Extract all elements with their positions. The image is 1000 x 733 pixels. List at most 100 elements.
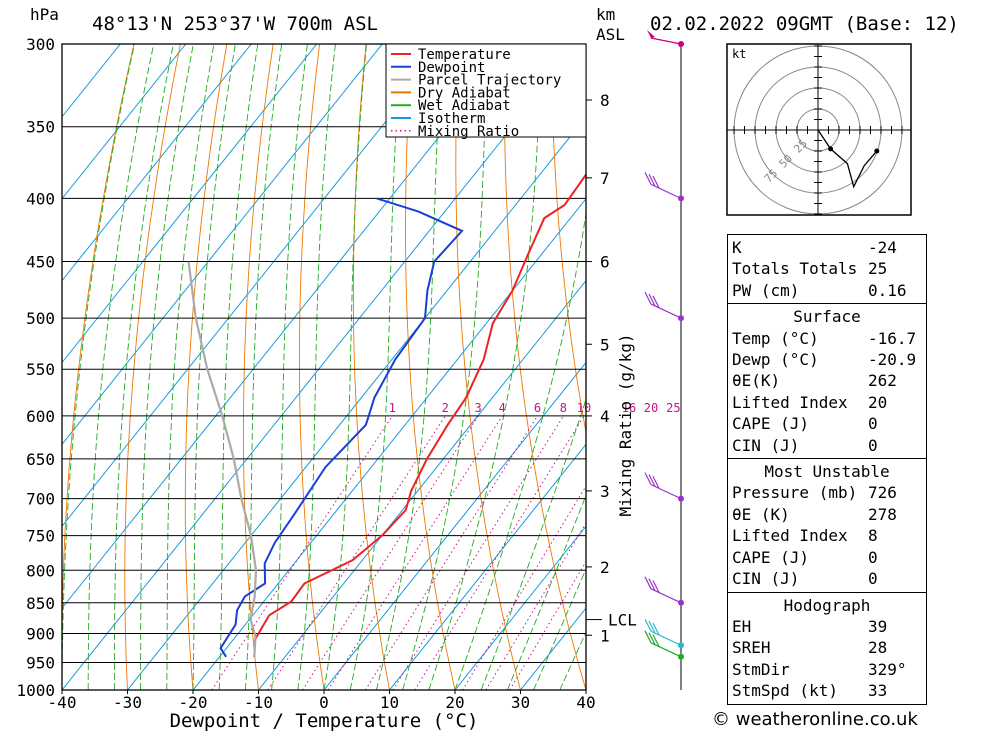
x-tick-label: -20 bbox=[179, 693, 208, 712]
index-value: -16.7 bbox=[868, 328, 917, 348]
legend-label: Wet Adiabat bbox=[418, 98, 511, 114]
mixing-ratio-tick-label: 16 bbox=[622, 401, 636, 415]
index-value: 0 bbox=[868, 547, 878, 567]
index-row: PW (cm) 0.16 bbox=[732, 280, 922, 301]
most-unstable-title: Most Unstable bbox=[764, 462, 890, 482]
legend-label: Dry Adiabat bbox=[418, 85, 511, 101]
pressure-tick-label: 900 bbox=[26, 624, 55, 643]
pressure-tick-label: 850 bbox=[26, 594, 55, 613]
index-value: 0 bbox=[868, 435, 878, 455]
wind-barb-feather bbox=[644, 172, 652, 185]
x-tick-label: -10 bbox=[244, 693, 273, 712]
legend-label: Parcel Trajectory bbox=[418, 73, 561, 89]
pressure-unit-label: hPa bbox=[30, 5, 59, 24]
index-row: Lifted Index 20 bbox=[732, 392, 922, 413]
index-label: CIN (J) bbox=[732, 435, 800, 455]
temperature-line bbox=[253, 172, 586, 657]
index-label: PW (cm) bbox=[732, 280, 800, 300]
location-title: 48°13'N 253°37'W 700m ASL bbox=[92, 13, 378, 35]
wind-barb-feather bbox=[648, 474, 656, 487]
index-label: K bbox=[732, 238, 742, 257]
index-value: 8 bbox=[868, 526, 878, 546]
hodograph-title: Hodograph bbox=[783, 595, 871, 615]
dry-adiabat-line bbox=[405, 44, 456, 690]
index-label: SREH bbox=[732, 638, 771, 658]
wind-barb-feather bbox=[652, 580, 660, 593]
dry-adiabat-line bbox=[970, 44, 1000, 690]
wet-adiabat-line bbox=[87, 44, 155, 690]
wind-barb bbox=[644, 630, 684, 660]
legend-label: Dewpoint bbox=[418, 60, 485, 76]
wind-barb-feather bbox=[652, 622, 660, 636]
wet-adiabat-line bbox=[271, 44, 308, 690]
most-unstable-box: Most Unstable Pressure (mb) 726 θE (K) 278 L… bbox=[727, 459, 927, 593]
index-row: EH 39 bbox=[732, 616, 922, 637]
km-tick-label: 8 bbox=[600, 91, 610, 110]
wind-barb-feather bbox=[648, 632, 656, 645]
index-row: StmDir 329° bbox=[732, 659, 922, 680]
wind-barb-staff bbox=[650, 484, 682, 500]
mixing-ratio-tick-label: 10 bbox=[577, 401, 591, 415]
wind-barb-feather bbox=[644, 576, 652, 590]
legend-box bbox=[385, 43, 587, 138]
isotherm-line bbox=[62, 44, 252, 282]
indices-panel: K -24 Totals Totals 25 PW (cm) 0.16 Surface T… bbox=[727, 234, 927, 705]
index-label: Lifted Index bbox=[732, 526, 848, 546]
index-row: Lifted Index 8 bbox=[732, 525, 922, 546]
isotherm-line bbox=[454, 525, 586, 690]
wind-barb-feather bbox=[644, 630, 652, 644]
index-row: CIN (J) 0 bbox=[732, 568, 922, 589]
index-row: θE (K) 278 bbox=[732, 504, 922, 525]
wet-adiabat-line bbox=[297, 44, 336, 690]
mixing-ratio-tick-label: 1 bbox=[389, 401, 396, 415]
index-label: Lifted Index bbox=[732, 392, 848, 412]
index-value: 28 bbox=[868, 638, 888, 658]
index-row: StmSpd (kt) 33 bbox=[732, 680, 922, 701]
pressure-tick-label: 1000 bbox=[16, 681, 55, 700]
dry-adiabat-line bbox=[923, 44, 1000, 690]
isotherm-line bbox=[62, 44, 318, 364]
index-value: 39 bbox=[868, 616, 888, 636]
mixing-ratio-tick-label: 6 bbox=[534, 401, 541, 415]
datetime-title: 02.02.2022 09GMT (Base: 12) bbox=[650, 13, 959, 35]
wind-barb bbox=[644, 472, 684, 502]
credit-text[interactable]: © weatheronline.co.uk bbox=[712, 709, 918, 730]
isotherm-line bbox=[62, 44, 449, 528]
wet-adiabat-line bbox=[218, 44, 259, 690]
mixing-ratio-tick-label: 4 bbox=[499, 401, 506, 415]
wet-adiabat-line bbox=[454, 210, 586, 690]
index-value: 278 bbox=[868, 504, 897, 524]
wind-barb-staff bbox=[650, 588, 682, 604]
wind-barb-feather bbox=[652, 476, 660, 489]
pressure-tick-label: 950 bbox=[26, 653, 55, 672]
index-row: CAPE (J) 0 bbox=[732, 413, 922, 434]
index-label: EH bbox=[732, 616, 752, 636]
index-label: θE(K) bbox=[732, 371, 781, 391]
wind-barb-feather bbox=[648, 293, 656, 307]
surface-box: Surface Temp (°C) -16.7 Dewp (°C) -20.9 θE(K… bbox=[727, 304, 927, 460]
dewpoint-line bbox=[219, 197, 464, 658]
index-value: 20 bbox=[868, 392, 888, 412]
x-axis-label: Dewpoint / Temperature (°C) bbox=[170, 710, 479, 732]
wet-adiabat-line bbox=[402, 44, 489, 690]
index-value: 329° bbox=[868, 659, 907, 679]
index-label: Totals Totals bbox=[732, 259, 858, 279]
wind-barb-feather bbox=[644, 291, 652, 305]
index-label: Dewp (°C) bbox=[732, 350, 819, 370]
km-tick-label: 7 bbox=[600, 169, 610, 188]
wind-barb-feather bbox=[648, 620, 656, 634]
isotherm-line bbox=[323, 361, 586, 690]
pressure-tick-label: 650 bbox=[26, 450, 55, 469]
wind-barb-feather bbox=[644, 472, 652, 485]
wet-adiabat-line bbox=[323, 44, 368, 690]
index-value: -20.9 bbox=[868, 350, 917, 370]
pressure-tick-label: 550 bbox=[26, 360, 55, 379]
index-value: 0.16 bbox=[868, 280, 907, 300]
index-value: 33 bbox=[868, 681, 888, 701]
mixing-ratio-line bbox=[392, 415, 564, 690]
index-value: 726 bbox=[868, 483, 897, 503]
isotherm-line bbox=[389, 443, 586, 690]
wind-barb-feather bbox=[652, 634, 660, 647]
wind-barb-staff bbox=[650, 37, 682, 45]
dry-adiabat-line bbox=[62, 44, 135, 690]
